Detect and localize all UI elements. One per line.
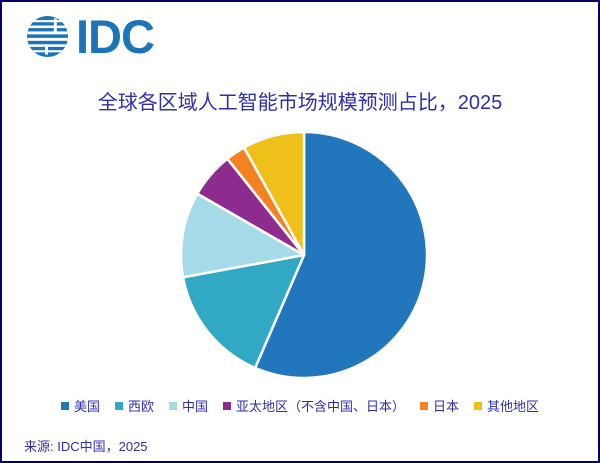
pie-slice-2 (179, 192, 306, 279)
legend-label-5: 其他地区 (487, 399, 540, 414)
legend-item-5: 其他地区 (474, 396, 539, 415)
legend-marker-0 (60, 401, 69, 410)
legend-item-1: 西欧 (114, 396, 154, 415)
legend-marker-4 (420, 401, 429, 410)
pie-slice-5 (242, 130, 306, 257)
idc-logo-text: IDC (76, 10, 155, 63)
idc-globe-icon (26, 15, 69, 58)
legend-item-4: 日本 (420, 396, 459, 415)
legend-label-0: 美国 (73, 399, 100, 414)
legend-marker-5 (474, 401, 483, 410)
legend-item-2: 中国 (168, 396, 208, 415)
legend-marker-1 (114, 401, 123, 410)
legend-label-1: 西欧 (127, 399, 154, 414)
legend-item-3: 亚太地区（不含中国、日本） (223, 396, 405, 415)
idc-logo: IDC (26, 10, 155, 63)
pie-slice-0 (253, 130, 429, 380)
pie-slice-1 (181, 253, 306, 370)
legend-marker-2 (168, 401, 177, 410)
chart-title: 全球各区域人工智能市场规模预测占比，2025 (97, 92, 503, 114)
legend-marker-3 (223, 401, 231, 410)
legend-label-2: 中国 (181, 399, 208, 414)
source-note: 来源: IDC中国，2025 (24, 439, 148, 454)
chart-legend: 美国 西欧 中国 亚太地区（不含中国、日本） 日本 其他地区 (2, 396, 598, 415)
legend-item-0: 美国 (60, 396, 100, 415)
legend-label-3: 亚太地区（不含中国、日本） (236, 399, 406, 414)
legend-label-4: 日本 (433, 399, 460, 414)
